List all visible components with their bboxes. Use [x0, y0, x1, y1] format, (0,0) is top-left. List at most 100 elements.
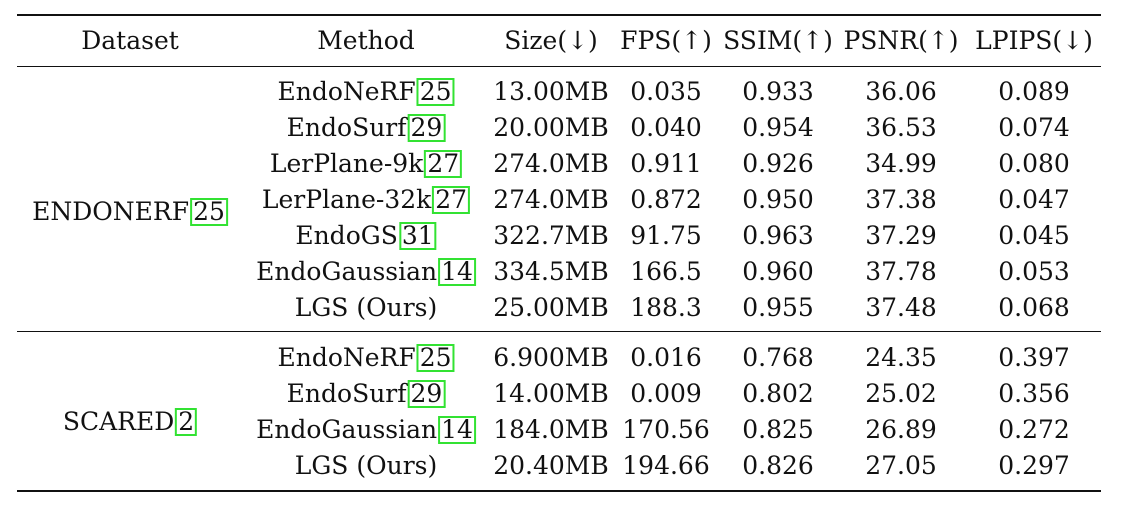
method-cell: EndoSurf 29: [287, 379, 446, 409]
citation-link: 14: [438, 416, 476, 444]
fps-cell: 0.035: [630, 77, 702, 106]
dataset-label: ENDONERF 25: [32, 197, 228, 227]
psnr-cell: 27.05: [865, 451, 937, 480]
method-name: LerPlane-32k: [261, 185, 432, 214]
psnr-cell: 34.99: [865, 149, 937, 178]
size-cell: 14.00MB: [493, 379, 609, 408]
fps-cell: 194.66: [622, 451, 710, 480]
method-cell: EndoSurf 29: [287, 113, 446, 143]
ssim-cell: 0.825: [742, 415, 814, 444]
ssim-cell: 0.826: [742, 451, 814, 480]
fps-cell: 170.56: [622, 415, 710, 444]
lpips-cell: 0.045: [998, 221, 1070, 250]
psnr-cell: 37.29: [865, 221, 937, 250]
column-header: PSNR(↑): [843, 26, 959, 55]
size-cell: 25.00MB: [493, 293, 609, 322]
ssim-cell: 0.954: [742, 113, 814, 142]
size-cell: 20.40MB: [493, 451, 609, 480]
column-header: Method: [317, 26, 415, 55]
size-cell: 20.00MB: [493, 113, 609, 142]
ssim-cell: 0.768: [742, 343, 814, 372]
ssim-cell: 0.802: [742, 379, 814, 408]
method-cell: EndoNeRF 25: [277, 343, 455, 373]
lpips-cell: 0.272: [998, 415, 1070, 444]
citation-link: 31: [398, 222, 437, 250]
column-header: Dataset: [81, 26, 179, 55]
citation-link: 29: [407, 114, 446, 142]
bottom-rule: [17, 490, 1101, 492]
psnr-cell: 37.38: [865, 185, 937, 214]
group-divider-rule: [17, 331, 1101, 332]
fps-cell: 0.911: [630, 149, 702, 178]
size-cell: 13.00MB: [493, 77, 609, 106]
fps-cell: 166.5: [630, 257, 702, 286]
method-name: EndoSurf: [286, 379, 407, 408]
ssim-cell: 0.955: [742, 293, 814, 322]
method-name: EndoGaussian: [256, 257, 438, 286]
method-cell: LerPlane-32k 27: [261, 185, 471, 215]
citation-link: 29: [407, 380, 446, 408]
method-name: EndoGaussian: [256, 415, 438, 444]
ssim-cell: 0.950: [742, 185, 814, 214]
method-cell: EndoGaussian 14: [256, 257, 476, 287]
lpips-cell: 0.080: [998, 149, 1070, 178]
method-cell: LGS (Ours): [295, 293, 438, 323]
column-header: Size(↓): [504, 26, 598, 55]
psnr-cell: 37.48: [865, 293, 937, 322]
fps-cell: 188.3: [630, 293, 702, 322]
column-header: LPIPS(↓): [975, 26, 1093, 55]
psnr-cell: 25.02: [865, 379, 937, 408]
method-name: LerPlane-9k: [269, 149, 424, 178]
method-name: EndoSurf: [286, 113, 407, 142]
column-header: FPS(↑): [620, 26, 712, 55]
method-cell: EndoNeRF 25: [277, 77, 455, 107]
size-cell: 184.0MB: [493, 415, 609, 444]
method-name: LGS (Ours): [294, 293, 438, 322]
dataset-label: SCARED 2: [62, 407, 198, 437]
lpips-cell: 0.047: [998, 185, 1070, 214]
method-name: EndoGS: [295, 221, 398, 250]
psnr-cell: 37.78: [865, 257, 937, 286]
lpips-cell: 0.089: [998, 77, 1070, 106]
method-name: LGS (Ours): [294, 451, 438, 480]
psnr-cell: 26.89: [865, 415, 937, 444]
lpips-cell: 0.397: [998, 343, 1070, 372]
size-cell: 322.7MB: [493, 221, 609, 250]
psnr-cell: 24.35: [865, 343, 937, 372]
psnr-cell: 36.53: [865, 113, 937, 142]
method-cell: LerPlane-9k 27: [269, 149, 463, 179]
fps-cell: 0.872: [630, 185, 702, 214]
citation-link: 14: [438, 258, 476, 286]
method-cell: EndoGaussian 14: [256, 415, 476, 445]
psnr-cell: 36.06: [865, 77, 937, 106]
lpips-cell: 0.068: [998, 293, 1070, 322]
lpips-cell: 0.074: [998, 113, 1070, 142]
method-name: EndoNeRF: [277, 343, 416, 372]
size-cell: 6.900MB: [493, 343, 609, 372]
size-cell: 274.0MB: [493, 185, 609, 214]
method-cell: LGS (Ours): [295, 451, 438, 481]
dataset-name: SCARED: [62, 407, 175, 436]
fps-cell: 0.016: [630, 343, 702, 372]
header-rule: [17, 66, 1101, 67]
method-name: EndoNeRF: [277, 77, 416, 106]
lpips-cell: 0.356: [998, 379, 1070, 408]
citation-link: 27: [424, 150, 463, 178]
column-header: SSIM(↑): [723, 26, 833, 55]
top-rule: [17, 14, 1101, 16]
size-cell: 334.5MB: [493, 257, 609, 286]
lpips-cell: 0.297: [998, 451, 1070, 480]
method-cell: EndoGS 31: [295, 221, 437, 251]
ssim-cell: 0.933: [742, 77, 814, 106]
citation-link: 25: [190, 198, 228, 226]
citation-link: 2: [175, 408, 198, 436]
ssim-cell: 0.963: [742, 221, 814, 250]
fps-cell: 0.040: [630, 113, 702, 142]
citation-link: 25: [416, 344, 455, 372]
ssim-cell: 0.926: [742, 149, 814, 178]
fps-cell: 0.009: [630, 379, 702, 408]
citation-link: 27: [432, 186, 471, 214]
ssim-cell: 0.960: [742, 257, 814, 286]
lpips-cell: 0.053: [998, 257, 1070, 286]
size-cell: 274.0MB: [493, 149, 609, 178]
